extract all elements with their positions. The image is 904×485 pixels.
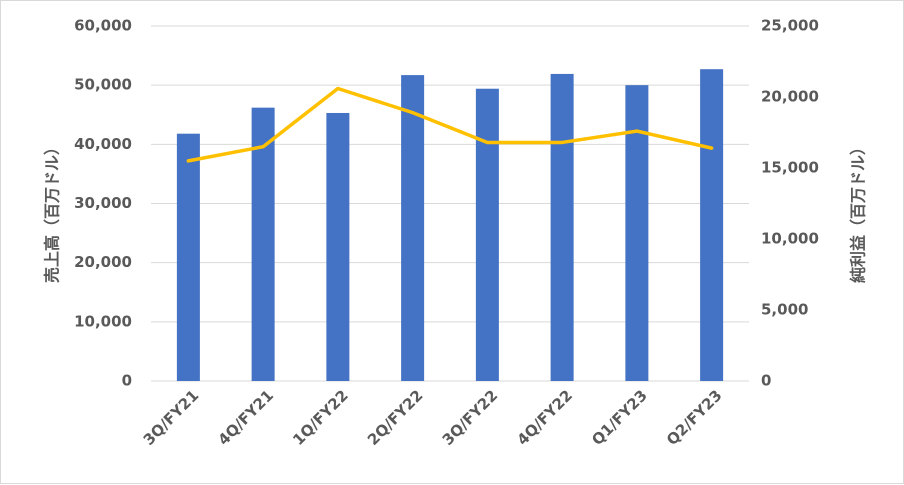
gridlines — [151, 26, 749, 381]
revenue-bar — [401, 75, 424, 381]
left-axis-tick-label: 10,000 — [74, 312, 132, 330]
revenue-bar — [551, 74, 574, 381]
right-axis-ticks: 0 5,000 10,000 15,000 20,000 25,000 — [761, 17, 819, 390]
left-axis-tick-label: 50,000 — [74, 76, 132, 94]
right-axis-tick-label: 25,000 — [761, 17, 819, 35]
right-axis-tick-label: 0 — [761, 372, 771, 390]
right-axis-tick-label: 15,000 — [761, 159, 819, 177]
left-axis-tick-label: 40,000 — [74, 135, 132, 153]
revenue-bar — [700, 69, 723, 381]
revenue-bar — [476, 89, 499, 381]
left-axis-tick-label: 30,000 — [74, 194, 132, 212]
revenue-bar — [326, 113, 349, 381]
x-axis-tick-label: 4Q/FY22 — [513, 386, 576, 449]
right-axis-tick-label: 20,000 — [761, 88, 819, 106]
right-axis-tick-label: 10,000 — [761, 230, 819, 248]
left-axis-tick-label: 60,000 — [74, 17, 132, 35]
right-axis-title: 純利益（百万ドル） — [849, 139, 868, 283]
x-axis-tick-label: 3Q/FY22 — [439, 386, 502, 449]
x-axis-tick-label: Q2/FY23 — [663, 386, 726, 449]
x-axis-tick-label: 2Q/FY22 — [364, 386, 427, 449]
left-axis-ticks: 0 10,000 20,000 30,000 40,000 50,000 60,000 — [74, 17, 132, 390]
x-axis-tick-label: 1Q/FY22 — [289, 386, 352, 449]
x-axis-tick-label: 4Q/FY21 — [214, 386, 277, 449]
left-axis-tick-label: 20,000 — [74, 253, 132, 271]
x-axis-tick-label: Q1/FY23 — [588, 386, 651, 449]
left-axis-title: 売上高（百万ドル） — [43, 139, 62, 283]
left-axis-tick-label: 0 — [122, 372, 132, 390]
revenue-bars — [177, 69, 723, 381]
right-axis-tick-label: 5,000 — [761, 301, 808, 319]
x-axis-tick-label: 3Q/FY21 — [140, 386, 203, 449]
revenue-bar — [177, 134, 200, 381]
x-axis-ticks: 3Q/FY21 4Q/FY21 1Q/FY22 2Q/FY22 3Q/FY22 4Q/FY… — [140, 386, 726, 449]
